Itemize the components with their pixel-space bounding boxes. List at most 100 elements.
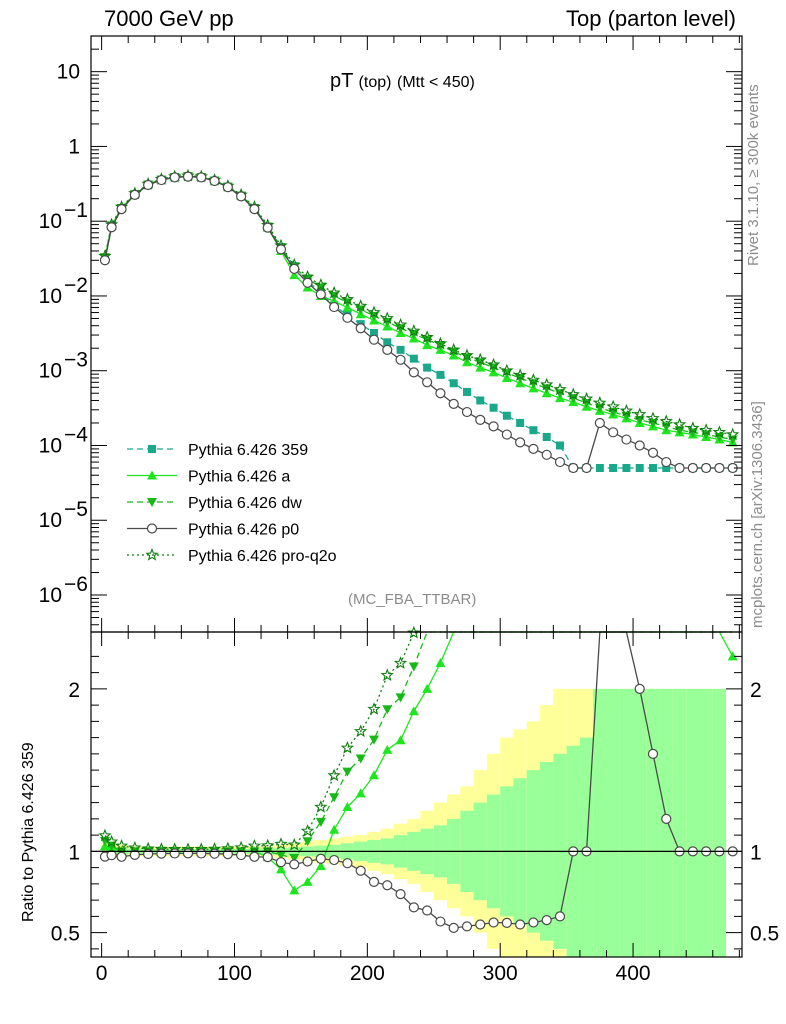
ratio-point-p0 — [315, 853, 326, 864]
point-p0 — [342, 312, 353, 323]
point-p0 — [422, 377, 433, 388]
ratio-point-a — [382, 744, 393, 754]
point-p0 — [634, 440, 645, 451]
ratio-point-a — [275, 864, 286, 874]
ratio-point-q2o — [300, 824, 315, 837]
band-green-bin — [699, 688, 713, 957]
point-p0 — [289, 263, 300, 275]
point-p0 — [169, 172, 180, 183]
ratio-point-p0 — [182, 848, 194, 859]
point-q2o — [354, 299, 368, 312]
ratio-point-a — [329, 824, 340, 834]
x-tick-label: 100 — [217, 962, 252, 985]
ratio-point-dw — [395, 693, 406, 703]
point-p0 — [568, 462, 579, 474]
point-q2o — [606, 399, 620, 413]
ratio-point-dw — [368, 735, 379, 745]
y-tick-exponent: −6 — [64, 573, 88, 596]
legend-marker-q2o — [145, 548, 159, 561]
point-q2o — [619, 403, 634, 417]
point-p0 — [156, 174, 167, 186]
ratio-point-p0 — [435, 916, 446, 927]
ratio-point-a — [315, 861, 326, 871]
point-p359 — [516, 418, 525, 427]
point-p0 — [661, 456, 672, 468]
point-p0 — [435, 388, 446, 399]
ratio-point-p0 — [196, 848, 207, 859]
point-p0 — [302, 277, 313, 288]
ratio-point-p0 — [541, 915, 552, 926]
ratio-point-a — [422, 683, 433, 693]
ratio-point-q2o — [104, 834, 119, 848]
y-tick-exponent: −1 — [64, 199, 88, 222]
ratio-point-a — [302, 876, 313, 886]
ratio-point-p0 — [368, 876, 380, 887]
ratio-point-a — [395, 735, 406, 745]
ratio-point-q2o — [247, 838, 262, 852]
ratio-point-dw — [315, 817, 326, 827]
band-green-bin — [633, 688, 647, 957]
ratio-y-tick-label-left: 0.5 — [51, 923, 80, 946]
point-q2o — [513, 368, 527, 381]
band-green-bin — [672, 688, 687, 957]
point-p359 — [529, 426, 538, 435]
ratio-point-dw — [275, 850, 286, 860]
ratio-point-p0 — [289, 859, 300, 870]
ratio-point-q2o — [340, 740, 355, 754]
point-q2o — [646, 411, 660, 425]
point-q2o — [726, 427, 740, 441]
ratio-point-p0 — [634, 683, 645, 694]
point-p0 — [196, 172, 207, 183]
ratio-point-p0 — [475, 919, 486, 930]
point-p0 — [129, 189, 140, 200]
point-p0 — [262, 222, 273, 233]
point-p0 — [143, 179, 154, 191]
legend-marker-dw — [147, 498, 157, 507]
point-p0 — [475, 414, 486, 425]
ratio-point-a — [355, 788, 366, 798]
series-line-a — [104, 175, 733, 444]
point-q2o — [712, 425, 727, 438]
point-p0 — [581, 462, 592, 474]
header-left: 7000 GeV pp — [104, 6, 234, 31]
point-p0 — [99, 255, 111, 266]
ratio-plot-series — [91, 625, 742, 933]
ratio-point-p0 — [129, 849, 140, 861]
ratio-plot-frame — [90, 631, 743, 958]
analysis-tag: (MC_FBA_TTBAR) — [348, 591, 477, 608]
point-p0 — [275, 244, 287, 255]
legend-marker-p359 — [148, 445, 156, 453]
y-tick-label: 10 — [39, 434, 62, 457]
ratio-point-a — [289, 885, 300, 895]
ratio-point-q2o — [274, 837, 288, 850]
band-green-bin — [619, 688, 634, 957]
point-p359 — [462, 387, 471, 396]
point-p0 — [106, 222, 117, 233]
point-q2o — [686, 421, 700, 434]
ratio-point-p0 — [501, 917, 512, 928]
y-tick-label: 10 — [39, 509, 62, 532]
point-p0 — [116, 204, 127, 215]
point-p0 — [461, 406, 473, 418]
point-p359 — [555, 441, 564, 450]
band-green-bin — [712, 688, 727, 957]
point-p0 — [701, 462, 712, 474]
point-q2o — [540, 377, 554, 391]
ratio-point-p0 — [647, 748, 659, 759]
ratio-point-q2o — [114, 838, 129, 852]
ratio-point-p0 — [329, 854, 340, 866]
point-q2o — [579, 391, 594, 405]
ratio-point-p0 — [448, 922, 459, 933]
point-p359 — [635, 463, 644, 472]
legend-marker-p0 — [146, 523, 158, 534]
point-q2o — [659, 414, 673, 428]
ratio-point-q2o — [261, 838, 275, 852]
ratio-point-p0 — [408, 902, 419, 913]
series-line-q2o — [104, 175, 733, 436]
axes: 0 100 200 300 40010110−110−210−310−410−510−6… — [39, 35, 779, 985]
point-q2o — [460, 348, 474, 362]
legend: Pythia 6.426 359 Pythia 6.426 a Pythia 6.4… — [127, 442, 337, 565]
ratio-point-q2o — [367, 702, 381, 715]
point-q2o — [393, 317, 408, 331]
ratio-point-p0 — [554, 911, 566, 922]
